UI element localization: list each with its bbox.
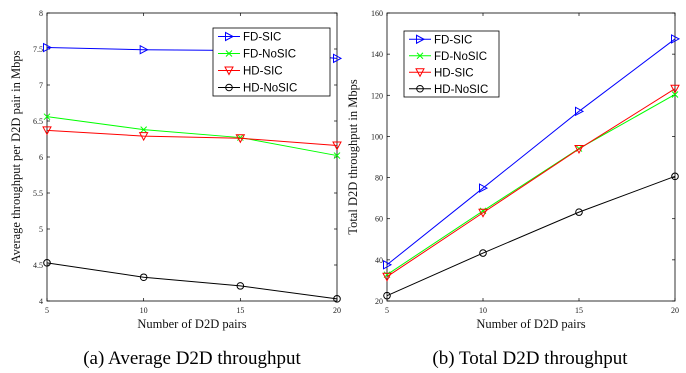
series-line xyxy=(46,129,338,146)
data-point xyxy=(43,259,51,267)
data-point xyxy=(478,208,488,218)
x-tick-label: 15 xyxy=(236,306,244,315)
legend-marker xyxy=(225,83,233,92)
legend-entry: FD-NoSIC xyxy=(434,51,487,63)
data-point xyxy=(479,249,487,257)
legend-marker xyxy=(224,66,234,76)
y-tick-label: 100 xyxy=(371,132,383,141)
x-axis-label: Number of D2D pairs xyxy=(476,317,585,331)
x-tick-label: 10 xyxy=(140,306,148,315)
figure-caption: (a) Average D2D throughput xyxy=(83,348,301,369)
series-line xyxy=(386,88,676,278)
y-tick-label: 8 xyxy=(39,9,43,18)
y-tick-label: 6.5 xyxy=(33,117,43,126)
legend: FD-SIC FD-NoSIC HD-SIC HD-NoSIC xyxy=(212,27,331,97)
data-point xyxy=(43,42,53,53)
data-point xyxy=(236,282,245,290)
data-point xyxy=(138,132,149,142)
y-tick-label: 60 xyxy=(375,215,383,224)
x-axis-label: Number of D2D pairs xyxy=(137,317,246,331)
x-tick-label: 10 xyxy=(479,306,487,315)
data-point xyxy=(139,273,148,282)
data-point xyxy=(333,53,343,64)
y-tick-label: 80 xyxy=(375,174,383,183)
chart-average-throughput: 5 10 15 20 4 4.5 5 5.5 6 6.5 7 7.5 8 Number of D2D pa… xyxy=(9,9,343,369)
data-point xyxy=(575,208,583,216)
data-point xyxy=(671,172,679,181)
data-point xyxy=(671,91,679,98)
legend-entry: FD-SIC xyxy=(434,34,472,46)
x-tick-label: 5 xyxy=(385,306,389,315)
data-point xyxy=(383,291,391,300)
y-tick-label: 120 xyxy=(371,91,383,100)
legend-entry: HD-NoSIC xyxy=(434,84,488,96)
legend-marker xyxy=(415,68,425,78)
x-tick-label: 20 xyxy=(333,306,341,315)
series-line xyxy=(46,116,338,157)
series-hd-sic xyxy=(42,126,342,151)
data-point xyxy=(43,113,51,121)
data-point xyxy=(140,126,148,133)
data-point xyxy=(382,272,392,282)
legend-marker xyxy=(225,50,233,57)
data-point xyxy=(671,34,681,44)
plot-area xyxy=(386,12,676,302)
y-tick-label: 7.5 xyxy=(33,45,43,54)
legend-entry: FD-NoSIC xyxy=(243,49,296,61)
y-tick-label: 7 xyxy=(39,81,43,90)
series-hd-nosic xyxy=(383,172,679,300)
series-fd-nosic xyxy=(43,113,341,159)
y-tick-label: 140 xyxy=(371,50,383,59)
y-tick-label: 4 xyxy=(39,297,43,306)
legend-box xyxy=(212,27,331,97)
y-tick-label: 5.5 xyxy=(33,189,43,198)
y-tick-label: 5 xyxy=(39,225,43,234)
chart-total-throughput: 5 10 15 20 20 40 60 80 100 120 140 160 Number of D2D… xyxy=(346,9,681,369)
x-tick-label: 20 xyxy=(671,306,679,315)
series-fd-sic xyxy=(383,34,681,270)
data-point xyxy=(139,44,149,55)
data-point xyxy=(333,295,341,303)
legend-marker xyxy=(416,84,424,93)
legend-marker xyxy=(225,31,235,42)
y-axis-label: Average throughput per D2D pair in Mbps xyxy=(9,50,23,263)
y-tick-label: 20 xyxy=(375,297,383,306)
data-point xyxy=(332,141,342,151)
series-line xyxy=(386,175,676,297)
legend-entry: HD-NoSIC xyxy=(243,83,297,95)
data-point xyxy=(383,259,393,270)
legend-marker xyxy=(416,34,426,45)
y-tick-label: 4.5 xyxy=(33,261,43,270)
figure-caption: (b) Total D2D throughput xyxy=(432,348,628,369)
data-point xyxy=(235,134,246,144)
series-hd-nosic xyxy=(43,259,341,303)
y-axis-label: Total D2D throughput in Mbps xyxy=(346,79,360,235)
data-point xyxy=(479,183,489,193)
data-point xyxy=(574,144,584,155)
data-point xyxy=(333,152,341,159)
data-point xyxy=(670,84,680,94)
legend-entry: HD-SIC xyxy=(243,66,283,78)
series-hd-sic xyxy=(382,84,680,282)
x-tick-label: 5 xyxy=(45,306,49,315)
series-line xyxy=(46,262,338,300)
legend-marker xyxy=(416,52,424,60)
series-line xyxy=(386,94,676,276)
legend: FD-SIC FD-NoSIC HD-SIC HD-NoSIC xyxy=(403,30,500,98)
y-tick-label: 6 xyxy=(39,153,43,162)
x-tick-label: 15 xyxy=(575,306,583,315)
y-tick-label: 40 xyxy=(375,256,383,265)
series-line xyxy=(386,38,676,266)
y-tick-label: 160 xyxy=(371,9,383,18)
legend-entry: FD-SIC xyxy=(243,32,281,44)
legend-entry: HD-SIC xyxy=(434,67,474,79)
data-point xyxy=(42,126,52,136)
data-point xyxy=(575,106,585,117)
